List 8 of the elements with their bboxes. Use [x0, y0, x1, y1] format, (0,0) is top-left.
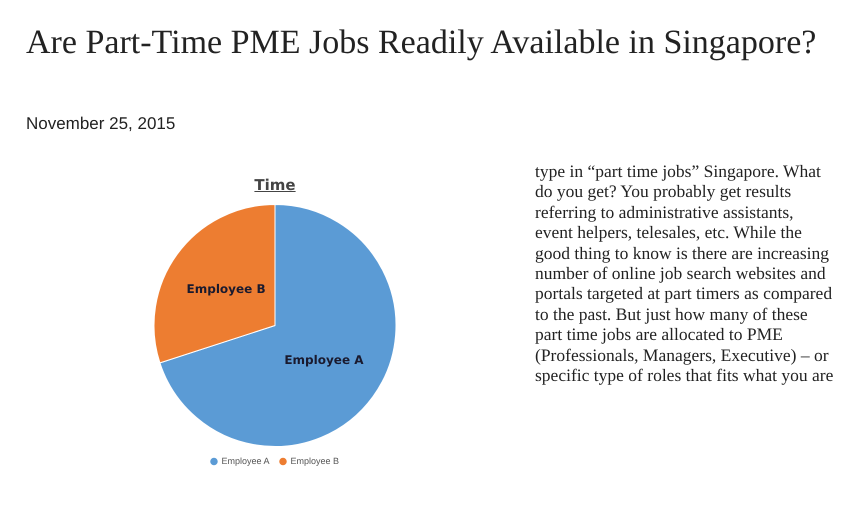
slice-label: Employee A: [284, 353, 364, 368]
legend-label: Employee B: [290, 456, 340, 466]
chart-subtitle: November 25, 2015: [26, 114, 176, 134]
text: type in “part time jobs” Singapore. What do you get? You probably get results referring to administrative assistants, event helpers, telesales, etc. While the good thing to know is there are increasing number of online job search websites and portals targeted at part timers as compared to the past. But just how many of these part time jobs are allocated to PME (Professionals, Managers, Executive) – or specific type of roles that fits what you are: [535, 161, 834, 386]
chart-title: Are Part-Time PME Jobs Readily Available in Singapore?: [26, 23, 818, 63]
text: Time: [253, 176, 297, 194]
legend-label: Employee A: [221, 456, 270, 466]
slice-label: Employee B: [186, 282, 266, 296]
